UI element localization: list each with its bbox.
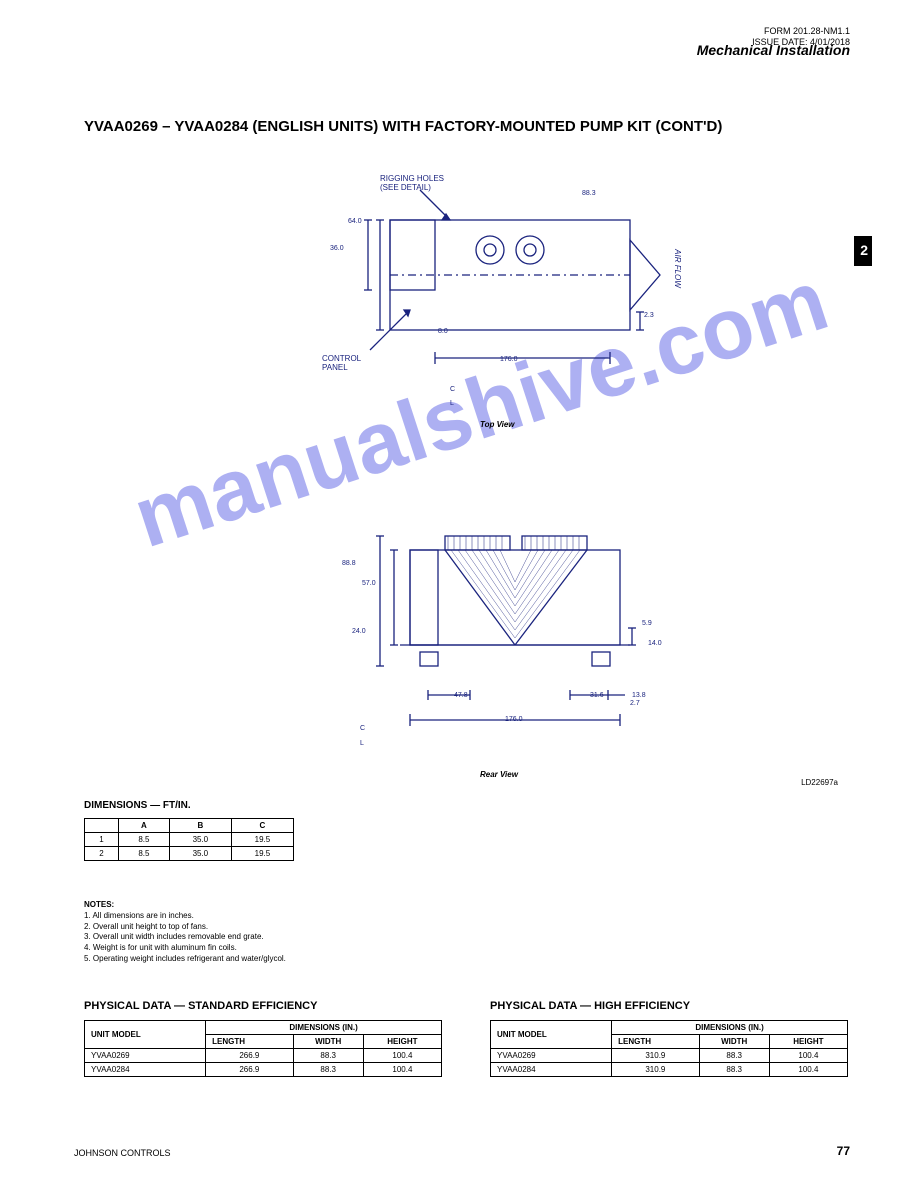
col-model: UNIT MODEL [491, 1021, 612, 1049]
dim-57: 57.0 [362, 580, 376, 587]
physical-left-title: PHYSICAL DATA — STANDARD EFFICIENCY [84, 1000, 317, 1012]
cl-c-top: C [450, 386, 455, 393]
dim-176b: 176.0 [505, 716, 523, 723]
top-view-caption: Top View [480, 420, 515, 429]
table-header-row: A B C [85, 819, 294, 833]
notes-block: NOTES: 1. All dimensions are in inches. … [84, 900, 344, 965]
note-line: 5. Operating weight includes refrigerant… [84, 954, 344, 965]
dim-88-3: 88.3 [582, 190, 596, 197]
physical-left-table: UNIT MODEL DIMENSIONS (IN.) LENGTH WIDTH… [84, 1020, 442, 1077]
dimensions-table: A B C 1 8.5 35.0 19.5 2 8.5 35.0 19.5 [84, 818, 294, 861]
table-row: YVAA0269 310.9 88.3 100.4 [491, 1049, 848, 1063]
section-tab-number: 2 [860, 242, 868, 258]
col-a: A [118, 819, 169, 833]
dim-14: 14.0 [648, 640, 662, 647]
dim-47-8: 47.8 [454, 692, 468, 699]
dim-13-8: 13.8 [632, 692, 646, 699]
dim-2-3: 2.3 [644, 312, 654, 319]
cl-l-side: L [360, 740, 364, 747]
col-length: LENGTH [206, 1035, 293, 1049]
page-title: YVAA0269 – YVAA0284 (ENGLISH UNITS) WITH… [84, 118, 722, 135]
top-view-diagram [350, 180, 680, 440]
note-line: 3. Overall unit width includes removable… [84, 932, 344, 943]
footer-page-number: 77 [837, 1144, 850, 1158]
control-panel-label: CONTROLPANEL [322, 355, 361, 373]
dim-64: 64.0 [348, 218, 362, 225]
physical-right-title: PHYSICAL DATA — HIGH EFFICIENCY [490, 1000, 690, 1012]
dim-36: 36.0 [330, 245, 344, 252]
dim-5-9: 5.9 [642, 620, 652, 627]
table-row: 1 8.5 35.0 19.5 [85, 833, 294, 847]
notes-heading: NOTES: [84, 900, 344, 911]
dim-176: 176.0 [500, 356, 518, 363]
airflow-label: AIR FLOW [673, 249, 682, 288]
col-height: HEIGHT [769, 1035, 847, 1049]
page-header: Mechanical Installation [697, 42, 850, 58]
note-line: 2. Overall unit height to top of fans. [84, 922, 344, 933]
rigging-holes-label: RIGGING HOLES(SEE DETAIL) [380, 175, 444, 193]
col-b: B [169, 819, 231, 833]
dim-2-7: 2.7 [630, 700, 640, 707]
col-dim-merge: DIMENSIONS (IN.) [206, 1021, 442, 1035]
col-length: LENGTH [612, 1035, 699, 1049]
table-row: 2 8.5 35.0 19.5 [85, 847, 294, 861]
table-row: YVAA0284 310.9 88.3 100.4 [491, 1063, 848, 1077]
rear-view-caption: Rear View [480, 770, 518, 779]
col-model: UNIT MODEL [85, 1021, 206, 1049]
table-row: YVAA0269 266.9 88.3 100.4 [85, 1049, 442, 1063]
col-blank [85, 819, 119, 833]
note-line: 4. Weight is for unit with aluminum fin … [84, 943, 344, 954]
col-width: WIDTH [293, 1035, 363, 1049]
col-dim-merge: DIMENSIONS (IN.) [612, 1021, 848, 1035]
dim-88-8: 88.8 [342, 560, 356, 567]
cl-l-top: L [450, 400, 454, 407]
col-c: C [231, 819, 293, 833]
note-line: 1. All dimensions are in inches. [84, 911, 344, 922]
revision-code: LD22697a [801, 778, 838, 787]
dimensions-table-title: DIMENSIONS — FT/IN. [84, 800, 191, 811]
dim-31-6: 31.6 [590, 692, 604, 699]
cl-c-side: C [360, 725, 365, 732]
physical-right-table: UNIT MODEL DIMENSIONS (IN.) LENGTH WIDTH… [490, 1020, 848, 1077]
col-width: WIDTH [699, 1035, 769, 1049]
dim-24: 24.0 [352, 628, 366, 635]
footer-left: JOHNSON CONTROLS [74, 1148, 171, 1158]
col-height: HEIGHT [363, 1035, 441, 1049]
dim-8: 8.0 [438, 328, 448, 335]
table-row: YVAA0284 266.9 88.3 100.4 [85, 1063, 442, 1077]
